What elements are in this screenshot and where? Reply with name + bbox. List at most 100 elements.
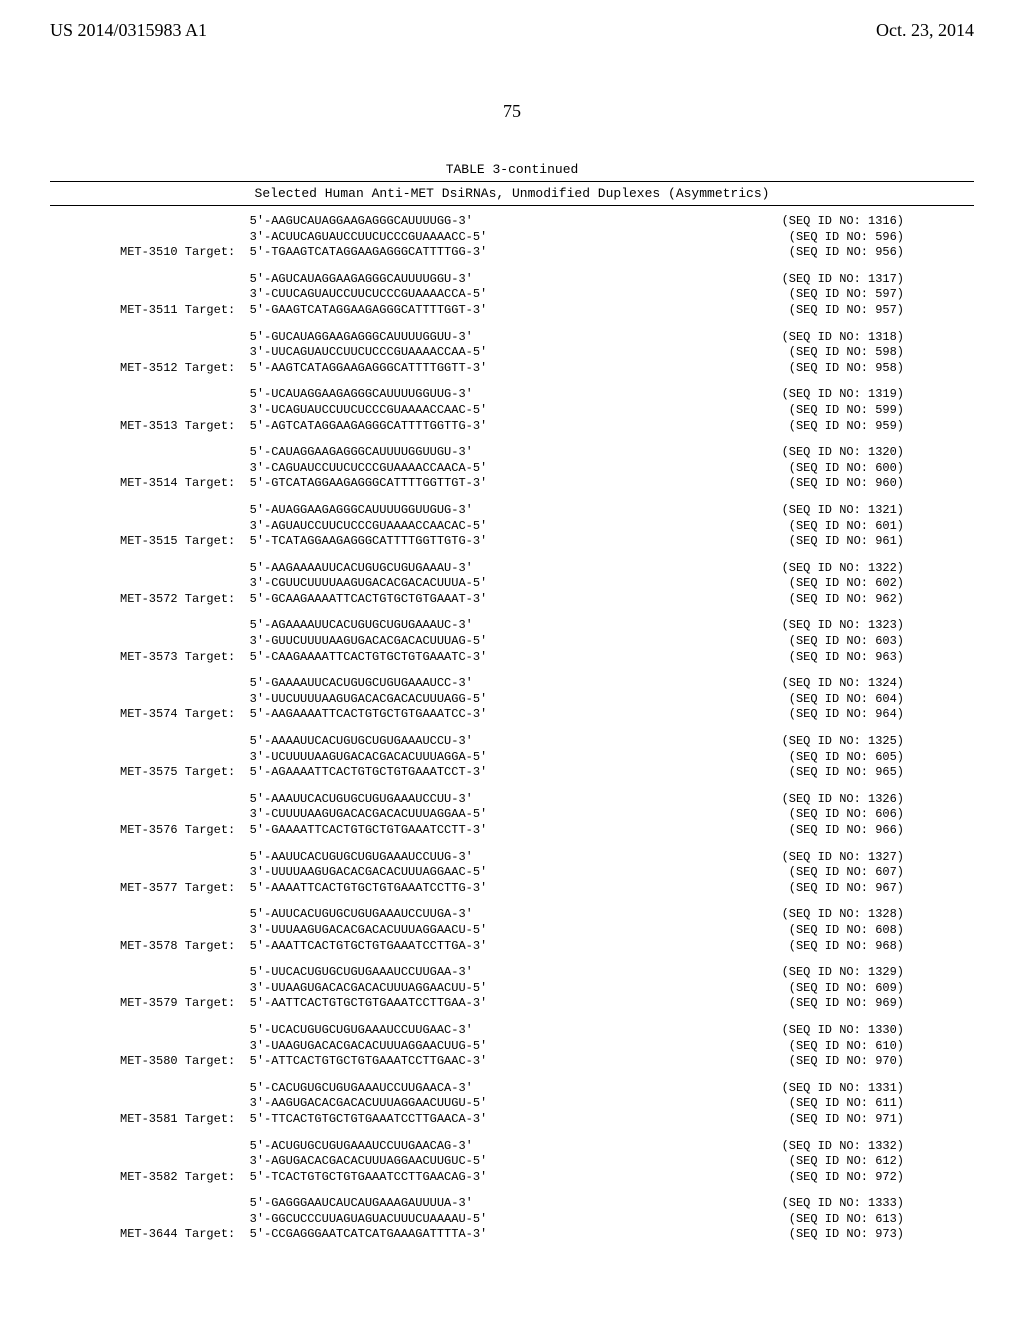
seq-left: MET-3513 Target: 5'-AGTCATAGGAAGAGGGCATT… xyxy=(120,419,487,435)
seq-left: 3'-GUUCUUUUAAGUGACACGACACUUUAG-5' xyxy=(120,634,487,650)
seq-row: MET-3514 Target: 5'-GTCATAGGAAGAGGGCATTT… xyxy=(120,476,904,492)
seq-id: (SEQ ID NO: 967) xyxy=(789,881,904,897)
seq-row: MET-3572 Target: 5'-GCAAGAAAATTCACTGTGCT… xyxy=(120,592,904,608)
seq-row: 3'-CUUUUAAGUGACACGACACUUUAGGAA-5'(SEQ ID… xyxy=(120,807,904,823)
sequence-table: 5'-AAGUCAUAGGAAGAGGGCAUUUUGG-3'(SEQ ID N… xyxy=(50,214,974,1243)
seq-id: (SEQ ID NO: 1318) xyxy=(782,330,904,346)
seq-left: 5'-UCACUGUGCUGUGAAAUCCUUGAAC-3' xyxy=(120,1023,473,1039)
seq-row: MET-3515 Target: 5'-TCATAGGAAGAGGGCATTTT… xyxy=(120,534,904,550)
seq-id: (SEQ ID NO: 958) xyxy=(789,361,904,377)
seq-left: MET-3644 Target: 5'-CCGAGGGAATCATCATGAAA… xyxy=(120,1227,487,1243)
seq-id: (SEQ ID NO: 1317) xyxy=(782,272,904,288)
seq-id: (SEQ ID NO: 965) xyxy=(789,765,904,781)
seq-id: (SEQ ID NO: 607) xyxy=(789,865,904,881)
seq-left: MET-3582 Target: 5'-TCACTGTGCTGTGAAATCCT… xyxy=(120,1170,487,1186)
seq-id: (SEQ ID NO: 1320) xyxy=(782,445,904,461)
seq-left: MET-3572 Target: 5'-GCAAGAAAATTCACTGTGCT… xyxy=(120,592,487,608)
seq-left: 5'-AAAAUUCACUGUGCUGUGAAAUCCU-3' xyxy=(120,734,473,750)
seq-id: (SEQ ID NO: 600) xyxy=(789,461,904,477)
seq-left: 3'-GGCUCCCUUAGUAGUACUUUCUAAAAU-5' xyxy=(120,1212,487,1228)
seq-left: 3'-CAGUAUCCUUCUCCCGUAAAACCAACA-5' xyxy=(120,461,487,477)
seq-left: 3'-UUUAAGUGACACGACACUUUAGGAACU-5' xyxy=(120,923,487,939)
seq-id: (SEQ ID NO: 1323) xyxy=(782,618,904,634)
seq-left: 3'-ACUUCAGUAUCCUUCUCCCGUAAAACC-5' xyxy=(120,230,487,246)
seq-left: 5'-AUUCACUGUGCUGUGAAAUCCUUGA-3' xyxy=(120,907,473,923)
seq-id: (SEQ ID NO: 1316) xyxy=(782,214,904,230)
seq-id: (SEQ ID NO: 613) xyxy=(789,1212,904,1228)
seq-row: 3'-UCUUUUAAGUGACACGACACUUUAGGA-5'(SEQ ID… xyxy=(120,750,904,766)
seq-id: (SEQ ID NO: 597) xyxy=(789,287,904,303)
seq-left: MET-3576 Target: 5'-GAAAATTCACTGTGCTGTGA… xyxy=(120,823,487,839)
seq-row: MET-3573 Target: 5'-CAAGAAAATTCACTGTGCTG… xyxy=(120,650,904,666)
seq-id: (SEQ ID NO: 604) xyxy=(789,692,904,708)
seq-row: 5'-GAAAAUUCACUGUGCUGUGAAAUCC-3'(SEQ ID N… xyxy=(120,676,904,692)
seq-id: (SEQ ID NO: 972) xyxy=(789,1170,904,1186)
sequence-block: 5'-AUUCACUGUGCUGUGAAAUCCUUGA-3' (SEQ ID N… xyxy=(120,907,904,954)
seq-row: 3'-UCAGUAUCCUUCUCCCGUAAAACCAAC-5'(SEQ ID… xyxy=(120,403,904,419)
seq-id: (SEQ ID NO: 601) xyxy=(789,519,904,535)
seq-id: (SEQ ID NO: 608) xyxy=(789,923,904,939)
seq-left: 3'-CUUCAGUAUCCUUCUCCCGUAAAACCA-5' xyxy=(120,287,487,303)
seq-left: 3'-CGUUCUUUUAAGUGACACGACACUUUA-5' xyxy=(120,576,487,592)
seq-id: (SEQ ID NO: 1324) xyxy=(782,676,904,692)
seq-id: (SEQ ID NO: 603) xyxy=(789,634,904,650)
seq-id: (SEQ ID NO: 1329) xyxy=(782,965,904,981)
seq-id: (SEQ ID NO: 612) xyxy=(789,1154,904,1170)
seq-row: MET-3581 Target: 5'-TTCACTGTGCTGTGAAATCC… xyxy=(120,1112,904,1128)
seq-row: MET-3579 Target: 5'-AATTCACTGTGCTGTGAAAT… xyxy=(120,996,904,1012)
seq-left: 3'-UUUUAAGUGACACGACACUUUAGGAAC-5' xyxy=(120,865,487,881)
seq-row: MET-3512 Target: 5'-AAGTCATAGGAAGAGGGCAT… xyxy=(120,361,904,377)
seq-id: (SEQ ID NO: 1321) xyxy=(782,503,904,519)
seq-id: (SEQ ID NO: 598) xyxy=(789,345,904,361)
seq-id: (SEQ ID NO: 957) xyxy=(789,303,904,319)
page-number: 75 xyxy=(50,101,974,122)
sequence-block: 5'-UCACUGUGCUGUGAAAUCCUUGAAC-3'(SEQ ID N… xyxy=(120,1023,904,1070)
sequence-block: 5'-GUCAUAGGAAGAGGGCAUUUUGGUU-3' (SEQ ID N… xyxy=(120,330,904,377)
publication-date: Oct. 23, 2014 xyxy=(876,20,974,41)
seq-row: MET-3510 Target: 5'-TGAAGTCATAGGAAGAGGGC… xyxy=(120,245,904,261)
seq-row: 3'-UUCAGUAUCCUUCUCCCGUAAAACCAA-5' (SEQ ID… xyxy=(120,345,904,361)
sequence-block: 5'-CAUAGGAAGAGGGCAUUUUGGUUGU-3' (SEQ ID N… xyxy=(120,445,904,492)
seq-row: 3'-UUUUAAGUGACACGACACUUUAGGAAC-5' (SEQ ID… xyxy=(120,865,904,881)
seq-id: (SEQ ID NO: 605) xyxy=(789,750,904,766)
seq-row: MET-3575 Target: 5'-AGAAAATTCACTGTGCTGTG… xyxy=(120,765,904,781)
sequence-block: 5'-AAGAAAAUUCACUGUGCUGUGAAAU-3'(SEQ ID N… xyxy=(120,561,904,608)
seq-left: 3'-UCAGUAUCCUUCUCCCGUAAAACCAAC-5' xyxy=(120,403,487,419)
seq-left: MET-3515 Target: 5'-TCATAGGAAGAGGGCATTTT… xyxy=(120,534,487,550)
seq-left: 5'-CAUAGGAAGAGGGCAUUUUGGUUGU-3' xyxy=(120,445,473,461)
seq-id: (SEQ ID NO: 1327) xyxy=(782,850,904,866)
seq-row: 5'-AAGAAAAUUCACUGUGCUGUGAAAU-3'(SEQ ID N… xyxy=(120,561,904,577)
seq-left: 3'-AAGUGACACGACACUUUAGGAACUUGU-5' xyxy=(120,1096,487,1112)
table-subtitle: Selected Human Anti-MET DsiRNAs, Unmodif… xyxy=(50,182,974,205)
seq-left: MET-3580 Target: 5'-ATTCACTGTGCTGTGAAATC… xyxy=(120,1054,487,1070)
seq-row: MET-3582 Target: 5'-TCACTGTGCTGTGAAATCCT… xyxy=(120,1170,904,1186)
seq-left: 5'-GUCAUAGGAAGAGGGCAUUUUGGUU-3' xyxy=(120,330,473,346)
seq-row: MET-3644 Target: 5'-CCGAGGGAATCATCATGAAA… xyxy=(120,1227,904,1243)
seq-id: (SEQ ID NO: 1332) xyxy=(782,1139,904,1155)
seq-row: 5'-GAGGGAAUCAUCAUGAAAGAUUUUA-3'(SEQ ID N… xyxy=(120,1196,904,1212)
seq-left: 3'-AGUAUCCUUCUCCCGUAAAACCAACAC-5' xyxy=(120,519,487,535)
seq-left: 3'-UAAGUGACACGACACUUUAGGAACUUG-5' xyxy=(120,1039,487,1055)
seq-id: (SEQ ID NO: 963) xyxy=(789,650,904,666)
seq-left: 3'-UUCAGUAUCCUUCUCCCGUAAAACCAA-5' xyxy=(120,345,487,361)
seq-id: (SEQ ID NO: 596) xyxy=(789,230,904,246)
seq-row: 5'-AGUCAUAGGAAGAGGGCAUUUUGGU-3'(SEQ ID N… xyxy=(120,272,904,288)
seq-left: MET-3577 Target: 5'-AAAATTCACTGTGCTGTGAA… xyxy=(120,881,487,897)
sequence-block: 5'-ACUGUGCUGUGAAAUCCUUGAACAG-3'(SEQ ID N… xyxy=(120,1139,904,1186)
seq-id: (SEQ ID NO: 1333) xyxy=(782,1196,904,1212)
seq-id: (SEQ ID NO: 1331) xyxy=(782,1081,904,1097)
seq-row: 3'-ACUUCAGUAUCCUUCUCCCGUAAAACC-5' (SEQ ID… xyxy=(120,230,904,246)
seq-row: 3'-AAGUGACACGACACUUUAGGAACUUGU-5'(SEQ ID… xyxy=(120,1096,904,1112)
seq-row: 3'-CGUUCUUUUAAGUGACACGACACUUUA-5'(SEQ ID… xyxy=(120,576,904,592)
seq-left: MET-3573 Target: 5'-CAAGAAAATTCACTGTGCTG… xyxy=(120,650,487,666)
seq-row: MET-3574 Target: 5'-AAGAAAATTCACTGTGCTGT… xyxy=(120,707,904,723)
seq-id: (SEQ ID NO: 968) xyxy=(789,939,904,955)
seq-left: MET-3581 Target: 5'-TTCACTGTGCTGTGAAATCC… xyxy=(120,1112,487,1128)
sequence-block: 5'-UUCACUGUGCUGUGAAAUCCUUGAA-3'(SEQ ID N… xyxy=(120,965,904,1012)
seq-row: 5'-AAAUUCACUGUGCUGUGAAAUCCUU-3'(SEQ ID N… xyxy=(120,792,904,808)
seq-id: (SEQ ID NO: 1319) xyxy=(782,387,904,403)
seq-id: (SEQ ID NO: 962) xyxy=(789,592,904,608)
seq-row: 3'-UAAGUGACACGACACUUUAGGAACUUG-5'(SEQ ID… xyxy=(120,1039,904,1055)
sequence-block: 5'-AUAGGAAGAGGGCAUUUUGGUUGUG-3'(SEQ ID N… xyxy=(120,503,904,550)
seq-row: MET-3577 Target: 5'-AAAATTCACTGTGCTGTGAA… xyxy=(120,881,904,897)
